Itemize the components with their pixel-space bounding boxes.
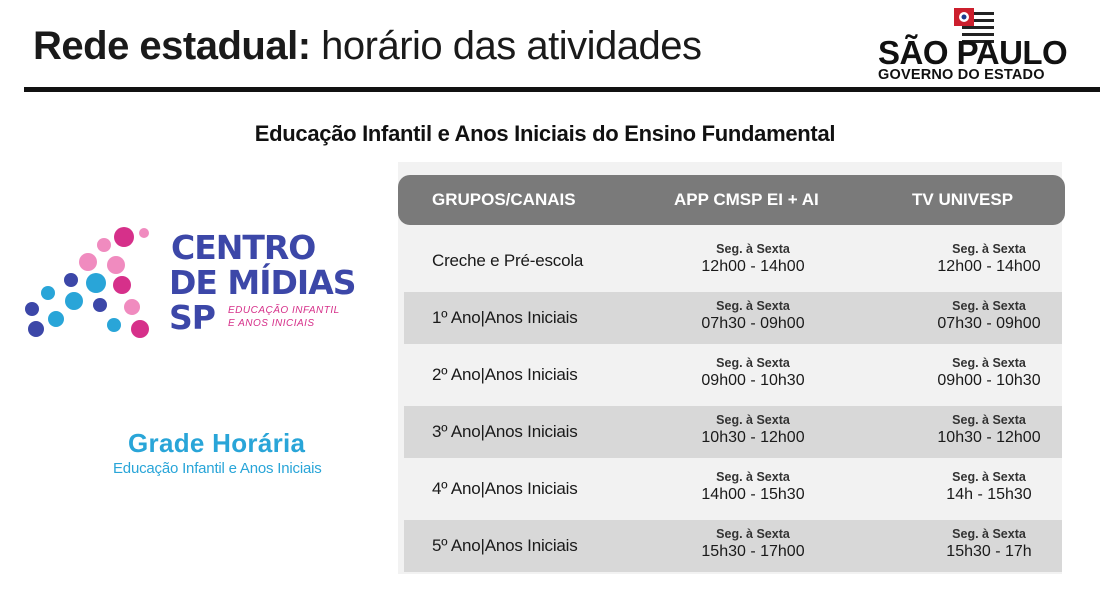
tv-schedule-cell: Seg. à Sexta 09h00 - 10h30: [909, 355, 1069, 391]
tv-schedule-cell: Seg. à Sexta 07h30 - 09h00: [909, 298, 1069, 334]
sao-paulo-flag-icon: [954, 8, 996, 44]
tv-days: Seg. à Sexta: [952, 413, 1026, 427]
app-schedule-cell: Seg. à Sexta 09h00 - 10h30: [673, 355, 833, 391]
app-time: 15h30 - 17h00: [701, 543, 805, 560]
row-group-label: Creche e Pré-escola: [432, 251, 584, 270]
header-tv-univesp: TV UNIVESP: [912, 190, 1014, 209]
tv-time: 07h30 - 09h00: [937, 315, 1041, 332]
app-days: Seg. à Sexta: [716, 470, 790, 484]
app-time: 12h00 - 14h00: [701, 258, 805, 275]
centro-de-midias-line3: SP: [169, 298, 216, 337]
app-schedule-cell: Seg. à Sexta 10h30 - 12h00: [673, 412, 833, 448]
app-schedule-cell: Seg. à Sexta 14h00 - 15h30: [673, 469, 833, 505]
page-title-bold: Rede estadual:: [33, 24, 311, 68]
grade-horaria-title: Grade Horária: [128, 428, 306, 458]
table-row: 1º Ano|Anos Iniciais Seg. à Sexta 07h30 …: [404, 292, 1062, 344]
tv-schedule-cell: Seg. à Sexta 15h30 - 17h: [909, 526, 1069, 562]
centro-de-midias-tagline-1: EDUCAÇÃO INFANTIL: [228, 305, 340, 316]
section-subtitle: Educação Infantil e Anos Iniciais do Ens…: [254, 121, 836, 146]
title-divider: [24, 87, 1100, 92]
app-schedule-cell: Seg. à Sexta 15h30 - 17h00: [673, 526, 833, 562]
app-schedule-cell: Seg. à Sexta 12h00 - 14h00: [673, 241, 833, 277]
row-group-label: 3º Ano|Anos Iniciais: [432, 422, 578, 441]
table-row: 5º Ano|Anos Iniciais Seg. à Sexta 15h30 …: [404, 520, 1062, 572]
centro-de-midias-line1: CENTRO: [171, 228, 316, 267]
schedule-table-background: [398, 162, 1062, 574]
tv-days: Seg. à Sexta: [952, 527, 1026, 541]
page-title: Rede estadual: horário das atividades: [33, 24, 702, 69]
app-days: Seg. à Sexta: [716, 299, 790, 313]
governo-do-estado-label: GOVERNO DO ESTADO: [878, 67, 1045, 83]
tv-days: Seg. à Sexta: [952, 299, 1026, 313]
row-group-label: 4º Ano|Anos Iniciais: [432, 479, 578, 498]
tv-time: 09h00 - 10h30: [937, 372, 1041, 389]
header-app-cmsp: APP CMSP EI + AI: [674, 190, 819, 209]
row-group-label: 2º Ano|Anos Iniciais: [432, 365, 578, 384]
paint-dots-icon: [25, 227, 149, 338]
app-days: Seg. à Sexta: [716, 356, 790, 370]
tv-schedule-cell: Seg. à Sexta 10h30 - 12h00: [909, 412, 1069, 448]
centro-de-midias-logo: CENTRO DE MÍDIAS SP EDUCAÇÃO INFANTIL E …: [18, 225, 358, 345]
table-row: 2º Ano|Anos Iniciais Seg. à Sexta 09h00 …: [404, 349, 1062, 401]
app-days: Seg. à Sexta: [716, 413, 790, 427]
tv-time: 12h00 - 14h00: [937, 258, 1041, 275]
sao-paulo-government-logo: SÃO PAULO GOVERNO DO ESTADO: [874, 8, 1068, 86]
app-days: Seg. à Sexta: [716, 527, 790, 541]
tv-days: Seg. à Sexta: [952, 470, 1026, 484]
tv-time: 15h30 - 17h: [946, 543, 1032, 560]
tv-days: Seg. à Sexta: [952, 356, 1026, 370]
tv-time: 14h - 15h30: [946, 486, 1032, 503]
app-schedule-cell: Seg. à Sexta 07h30 - 09h00: [673, 298, 833, 334]
app-time: 09h00 - 10h30: [701, 372, 805, 389]
row-group-label: 5º Ano|Anos Iniciais: [432, 536, 578, 555]
table-row: Creche e Pré-escola Seg. à Sexta 12h00 -…: [404, 235, 1062, 287]
app-time: 07h30 - 09h00: [701, 315, 805, 332]
tv-days: Seg. à Sexta: [952, 242, 1026, 256]
page-title-light: horário das atividades: [321, 24, 702, 68]
centro-de-midias-line2: DE MÍDIAS: [169, 263, 357, 302]
grade-horaria-subtitle: Educação Infantil e Anos Iniciais: [113, 460, 322, 477]
centro-de-midias-tagline-2: E ANOS INICIAIS: [228, 318, 315, 329]
sao-paulo-wordmark: SÃO PAULO: [878, 34, 1068, 71]
app-time: 14h00 - 15h30: [701, 486, 805, 503]
table-row: 4º Ano|Anos Iniciais Seg. à Sexta 14h00 …: [404, 463, 1062, 515]
row-group-label: 1º Ano|Anos Iniciais: [432, 308, 578, 327]
tv-schedule-cell: Seg. à Sexta 12h00 - 14h00: [909, 241, 1069, 277]
app-time: 10h30 - 12h00: [701, 429, 805, 446]
header-grupos-canais: GRUPOS/CANAIS: [432, 190, 576, 209]
app-days: Seg. à Sexta: [716, 242, 790, 256]
schedule-table-header: GRUPOS/CANAIS APP CMSP EI + AI TV UNIVES…: [398, 175, 1065, 225]
table-row: 3º Ano|Anos Iniciais Seg. à Sexta 10h30 …: [404, 406, 1062, 458]
tv-schedule-cell: Seg. à Sexta 14h - 15h30: [909, 469, 1069, 505]
tv-time: 10h30 - 12h00: [937, 429, 1041, 446]
